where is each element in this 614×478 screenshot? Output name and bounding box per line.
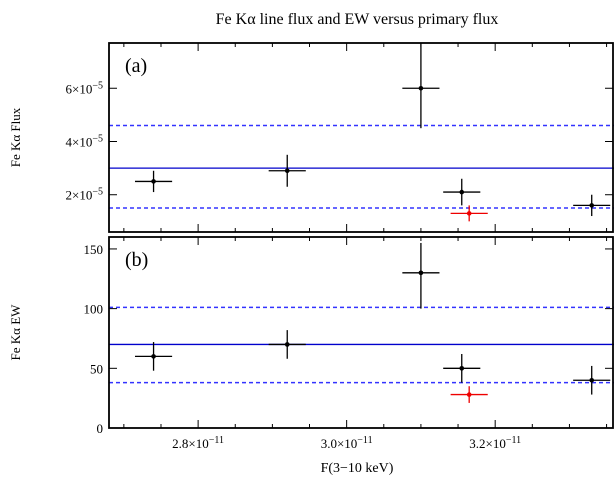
data-marker [589, 203, 595, 208]
data-marker [589, 377, 595, 383]
data-point [402, 43, 440, 129]
x-tick-label: 2.8×10−11 [172, 435, 224, 451]
x-tick-label: 3.0×10−11 [321, 435, 373, 451]
data-point [450, 205, 488, 222]
data-point [573, 194, 611, 217]
data-point [134, 170, 173, 193]
data-marker [466, 392, 472, 397]
y-tick-label: 6×10−5 [66, 80, 103, 96]
data-point [443, 178, 481, 206]
panel-label: (b) [125, 249, 148, 271]
data-marker [418, 270, 424, 276]
data-point [443, 353, 481, 383]
x-tick-labels: 2.8×10−11 3.0×10−11 3.2×10−11 [172, 435, 521, 451]
data-point [134, 342, 173, 371]
y-tick-label: 150 [84, 242, 104, 257]
y-tick-label: 0 [97, 421, 104, 436]
data-marker [151, 354, 156, 359]
y-tick-label: 50 [90, 361, 103, 376]
panel-frame [108, 42, 614, 233]
data-point [402, 242, 440, 309]
chart-title: Fe Kα line flux and EW versus primary fl… [216, 11, 499, 28]
data-marker [284, 342, 290, 347]
panel-frame [108, 236, 614, 429]
data-point [268, 154, 306, 187]
data-marker [459, 189, 465, 195]
data-marker [466, 211, 472, 216]
data-marker [284, 168, 290, 174]
x-axis-label: F(3−10 keV) [321, 461, 394, 476]
x-tick-label: 3.2×10−11 [469, 435, 521, 451]
data-marker [459, 366, 465, 371]
y-tick-label: 100 [84, 302, 104, 317]
y-tick-label: 4×10−5 [66, 133, 103, 149]
data-point [573, 365, 611, 395]
y-axis-label: Fe Kα Flux [8, 107, 23, 167]
panel-a: 2×10−5 4×10−5 6×10−5 (a) Fe Kα Flux [8, 42, 614, 233]
y-tick-label: 2×10−5 [66, 187, 103, 203]
panel-label: (a) [125, 55, 147, 77]
data-marker [418, 85, 424, 91]
y-axis-label: Fe Kα EW [8, 304, 23, 361]
data-point [450, 386, 488, 403]
data-marker [151, 179, 156, 184]
panel-b: 0 50 100 150 (b) Fe Kα EW [8, 236, 614, 436]
data-point [268, 330, 306, 359]
